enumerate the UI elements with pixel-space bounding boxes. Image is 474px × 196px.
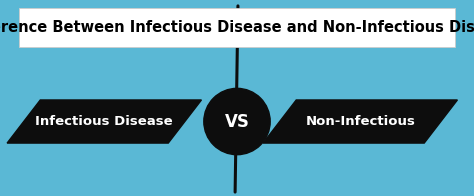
Text: Infectious Disease: Infectious Disease <box>36 115 173 128</box>
FancyBboxPatch shape <box>19 8 455 47</box>
Polygon shape <box>7 100 201 143</box>
Ellipse shape <box>204 88 270 155</box>
Text: Difference Between Infectious Disease and Non-Infectious Disease: Difference Between Infectious Disease an… <box>0 20 474 35</box>
Polygon shape <box>263 100 457 143</box>
Text: VS: VS <box>225 113 249 131</box>
Text: Non-Infectious: Non-Infectious <box>305 115 415 128</box>
